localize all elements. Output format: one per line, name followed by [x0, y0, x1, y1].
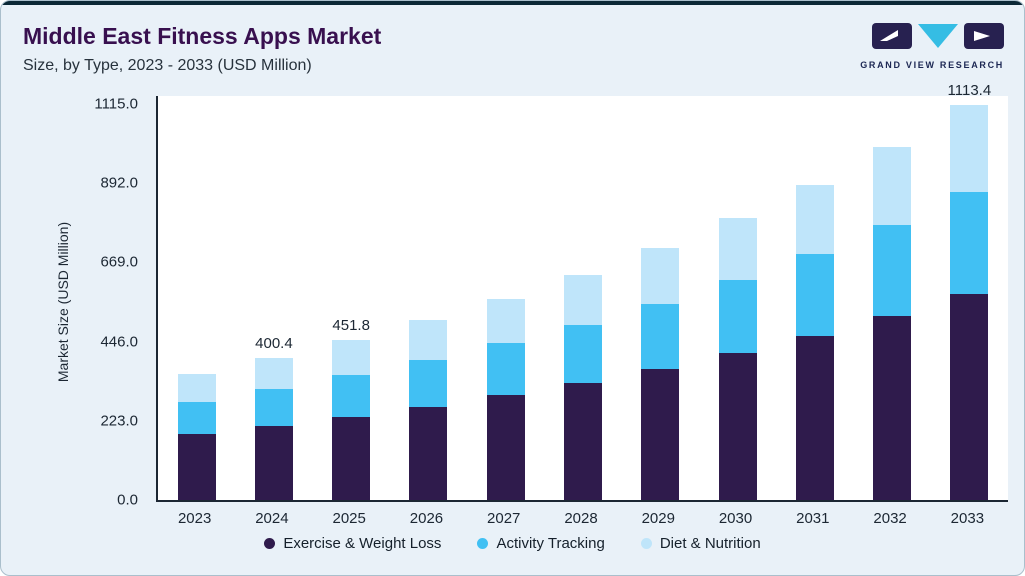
x-tick-label: 2026 [409, 510, 444, 527]
legend: Exercise & Weight Loss Activity Tracking D… [1, 535, 1024, 552]
bar-segment [332, 374, 371, 417]
legend-label: Activity Tracking [496, 535, 605, 552]
grand-view-research-logo-icon [872, 23, 1004, 49]
y-tick-label: 669.0 [100, 253, 138, 271]
bar-segment [254, 389, 293, 427]
bar-segment [795, 253, 834, 336]
y-tick-label: 446.0 [100, 333, 138, 351]
bar-segment [950, 191, 989, 295]
bar-segment [718, 280, 757, 354]
y-tick-label: 1115.0 [94, 95, 138, 113]
grand-view-research-logo-text: GRAND VIEW RESEARCH [860, 60, 1004, 70]
bar-2024 [254, 357, 293, 500]
bar-2028 [564, 275, 602, 500]
x-tick-label: 2033 [950, 510, 985, 527]
bar-segment [177, 401, 216, 435]
x-axis-labels: 2023 2024 2025 2026 2027 2028 2029 2030 2031 2032… [156, 510, 1006, 530]
bar-segment [409, 320, 448, 360]
legend-label: Diet & Nutrition [659, 535, 761, 552]
bar-segment [795, 184, 834, 254]
chart-title: Middle East Fitness Apps Market [23, 23, 382, 49]
legend-marker [640, 538, 652, 549]
bar-segment [950, 294, 989, 500]
legend-marker [477, 538, 489, 549]
bar-segment [254, 426, 293, 500]
bar-segment [332, 339, 371, 375]
bar-2025 [332, 339, 371, 500]
x-tick-label: 2030 [718, 510, 753, 527]
bar-segment [718, 218, 757, 281]
bar-value-label: 451.8 [332, 316, 370, 334]
bar-segment [873, 146, 912, 225]
bar-segment [409, 406, 448, 500]
bar-segment [564, 324, 602, 384]
bar-segment [873, 224, 912, 317]
bar-segment [177, 434, 216, 500]
bar-segment [409, 359, 448, 407]
top-accent-bar [1, 1, 1024, 5]
bar-segment [641, 303, 680, 370]
x-tick-label: 2024 [255, 510, 289, 527]
bar-segment [254, 357, 293, 390]
y-tick-label: 892.0 [100, 174, 138, 192]
bar-segment [564, 275, 602, 325]
bar-2027 [486, 299, 525, 500]
legend-marker [264, 538, 276, 549]
chart-subtitle: Size, by Type, 2023 - 2033 (USD Million) [23, 57, 312, 74]
bar-segment [486, 395, 525, 500]
bar-2029 [641, 248, 680, 500]
bar-segment [641, 248, 680, 304]
legend-item: Diet & Nutrition [640, 535, 761, 552]
bar-segment [873, 316, 912, 500]
bar-2032 [873, 146, 912, 500]
bar-segment [486, 299, 525, 344]
bar-segment [950, 104, 989, 192]
bar-segment [332, 416, 371, 500]
bar-2026 [409, 320, 448, 500]
legend-item: Exercise & Weight Loss [264, 535, 441, 552]
grand-view-research-logo: GRAND VIEW RESEARCH [852, 23, 1004, 70]
x-tick-label: 2032 [873, 510, 907, 527]
x-tick-label: 2031 [796, 510, 830, 527]
bar-segment [641, 369, 680, 500]
bar-value-label: 1113.4 [947, 81, 992, 99]
bar-value-label: 400.4 [255, 334, 293, 352]
y-tick-label: 0.0 [117, 491, 138, 509]
legend-item: Activity Tracking [477, 535, 605, 552]
bar-2033 [950, 104, 989, 500]
bar-2030 [718, 218, 757, 500]
bar-segment [718, 353, 757, 500]
legend-label: Exercise & Weight Loss [283, 535, 442, 552]
plot-area: 400.4 451.8 1113.4 [156, 82, 1008, 502]
bar-2023 [177, 373, 216, 500]
x-tick-label: 2029 [641, 510, 675, 527]
bar-segment [564, 383, 602, 500]
bar-segment [177, 373, 216, 402]
bar-segment [795, 335, 834, 500]
x-tick-label: 2027 [487, 510, 521, 527]
x-tick-label: 2025 [332, 510, 366, 527]
y-tick-label: 223.0 [100, 412, 138, 430]
x-tick-label: 2023 [177, 510, 212, 527]
bar-2031 [795, 184, 834, 500]
y-axis-ticks: 0.0 223.0 446.0 669.0 892.0 1115.0 [1, 95, 148, 509]
bar-segment [486, 343, 525, 396]
x-tick-label: 2028 [564, 510, 598, 527]
